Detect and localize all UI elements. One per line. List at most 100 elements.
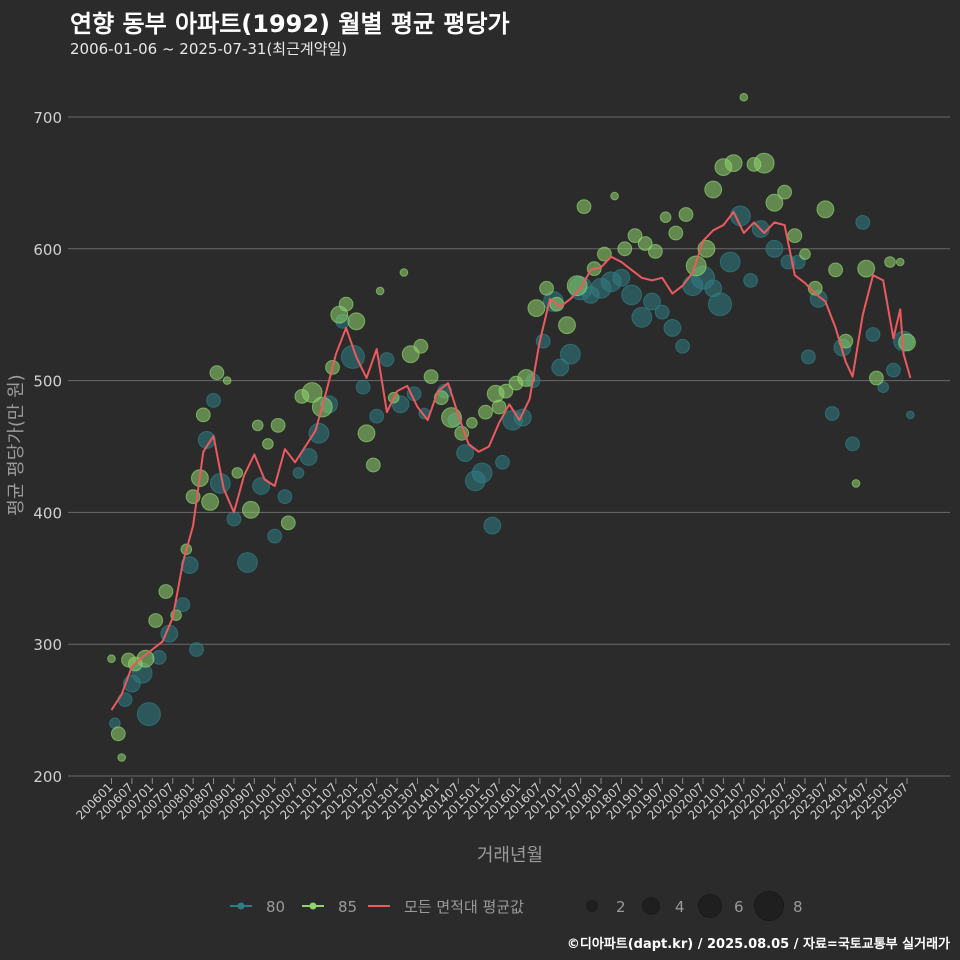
series-85-point [668,225,684,241]
series-85-point [539,280,554,296]
series-85-point [816,200,835,219]
legend-size-item: 8 [753,890,803,922]
series-85-point [517,369,536,387]
series-80-point [226,511,242,527]
series-85-point [576,199,592,215]
x-axis-label: 거래년월 [477,845,543,866]
series-85-point [765,193,784,212]
series-85-point [895,257,905,267]
legend-size-item: 4 [642,897,685,916]
series-85-point [158,584,174,599]
series-80-point [456,444,475,463]
series-80-point [355,379,371,395]
series-80-point [643,292,661,311]
series-85-point [347,312,366,331]
legend-size-label: 6 [734,898,744,916]
series-85-point [209,365,225,381]
series-85-point [498,383,514,399]
chart-subtitle: 2006-01-06 ~ 2025-07-31(최근계약일) [70,40,348,58]
y-axis-ticks: 200 300 400 500 600 700 [33,109,62,786]
series-85-point [648,244,663,259]
series-85-point [627,228,643,244]
average-line-layer [110,210,912,711]
series-80-point [654,304,670,320]
series-80-point [483,516,502,535]
series-85-point [280,515,296,531]
y-tick-label: 400 [33,504,62,522]
legend-label: 80 [266,898,285,916]
series-85-point [478,404,493,420]
series-80-point [308,422,330,444]
series-85-point [251,419,264,432]
series-80-point [471,462,493,484]
series-85-point [753,152,775,174]
legend-size-swatch [586,900,598,912]
series-80-points [109,205,915,730]
legend: 80 85 모든 면적대 평균값 2 4 6 8 [230,890,803,922]
series-85-point [558,316,576,335]
series-85-point [851,479,861,488]
legend-size-item: 6 [698,894,744,918]
legend-dot-swatch [309,902,317,910]
series-85-point [597,246,612,262]
y-tick-label: 200 [33,768,62,786]
legend-size-label: 2 [616,898,626,916]
chart-title: 연향 동부 아파트(1992) 월별 평균 평당가 [70,10,510,38]
series-85-point [869,370,884,386]
y-tick-label: 700 [33,109,62,127]
series-80-point [801,349,816,365]
series-85-point [724,154,743,173]
average-price-line [110,210,912,711]
series-80-point [369,408,385,424]
series-85-point [828,262,843,278]
series-85-point [685,255,707,277]
series-80-point [267,528,283,544]
series-80-point [612,268,631,287]
series-85-point [799,248,811,260]
series-80-point [855,215,871,230]
y-tick-label: 600 [33,241,62,259]
series-80-point [845,436,860,452]
series-85-point [617,241,633,257]
series-80-point [292,467,305,479]
series-85-point [491,399,507,415]
series-85-point [423,369,439,385]
legend-label: 85 [338,898,357,916]
series-85-point [117,753,126,762]
series-85-point [222,376,232,385]
series-85-point [527,299,546,318]
series-80-point [277,489,293,505]
series-80-point [865,327,881,342]
series-80-point [180,556,199,574]
series-85-point [807,280,823,296]
series-85-point [566,275,588,297]
series-80-point [708,292,732,317]
series-80-point [237,552,258,573]
series-85-point [441,407,462,428]
series-80-point [560,343,581,365]
legend-size-item: 2 [586,898,626,916]
series-85-point [338,296,354,312]
legend-item-0: 80 [230,898,285,916]
y-axis-label: 평균 평당가(만 원) [6,374,27,515]
series-80-point [136,702,161,727]
series-80-point [719,251,741,273]
series-85-point [195,407,211,423]
series-80-point [175,597,191,613]
series-85-point [678,207,694,222]
legend-size-swatch [642,897,660,915]
series-85-point [637,236,653,251]
series-80-point [379,352,395,367]
series-85-point [231,467,244,479]
series-85-point [884,256,896,268]
series-85-point [301,382,323,403]
y-tick-label: 500 [33,373,62,391]
grid-lines [68,116,950,777]
series-80-point [252,477,271,495]
series-85-point [857,259,876,278]
series-85-point [242,500,260,519]
legend-size-swatch [698,894,722,918]
series-80-point [299,448,318,466]
series-85-point [898,333,916,352]
